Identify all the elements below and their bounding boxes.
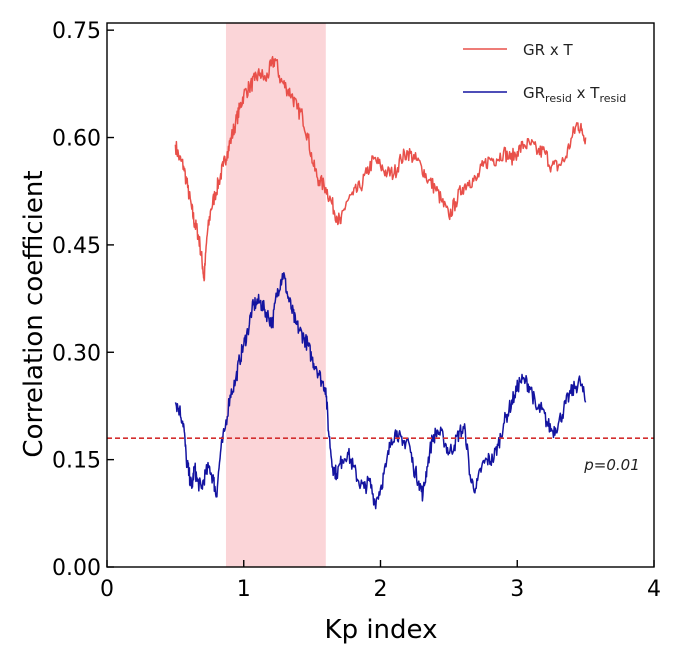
series-line-gr-x-t: [174, 55, 587, 282]
x-tick-label: 2: [374, 577, 388, 602]
legend-label-gr-x-t: GR x T: [523, 41, 573, 59]
y-tick-label: 0.00: [52, 556, 101, 581]
y-axis-label: Correlation coefficient: [19, 170, 49, 457]
x-tick-label: 1: [237, 577, 251, 602]
x-tick-label: 4: [647, 577, 661, 602]
y-tick-label: 0.15: [52, 449, 101, 474]
x-axis-label: Kp index: [325, 615, 438, 645]
y-tick-label: 0.30: [52, 341, 101, 366]
x-tick-label: 0: [100, 577, 114, 602]
y-tick-label: 0.60: [52, 127, 101, 152]
axes: 0.00 0.15 0.30 0.45 0.60 0.75 0 1 2 3 4: [52, 19, 661, 602]
x-tick-label: 3: [510, 577, 524, 602]
series-line-gr-resid-x-t-resid: [174, 272, 587, 510]
y-tick-label: 0.45: [52, 234, 101, 259]
threshold-label: p=0.01: [583, 456, 640, 474]
plot-area: [107, 23, 654, 567]
y-tick-label: 0.75: [52, 19, 101, 44]
legend: GR x T GRresid x Tresid: [463, 41, 626, 105]
legend-label-gr-resid: GRresid x Tresid: [523, 84, 626, 105]
